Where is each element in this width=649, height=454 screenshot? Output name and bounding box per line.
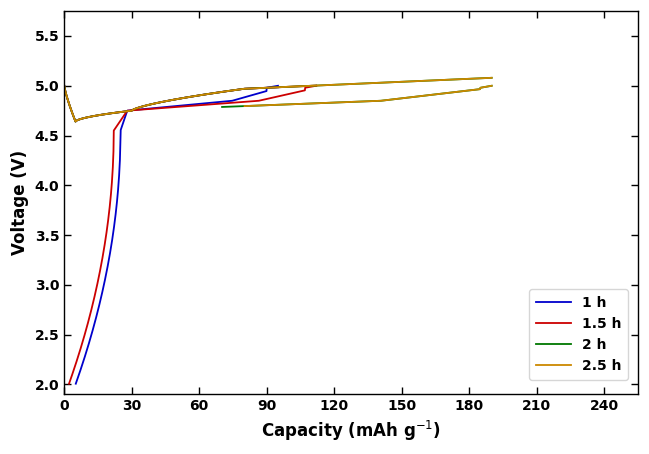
Line: 2.5 h: 2.5 h: [64, 78, 492, 122]
Y-axis label: Voltage (V): Voltage (V): [11, 150, 29, 255]
Line: 1.5 h: 1.5 h: [64, 85, 316, 121]
1 h: [60, 83, 68, 89]
2 h: [309, 83, 317, 89]
2.5 h: [488, 75, 496, 80]
2 h: [385, 79, 393, 85]
1.5 h: [60, 83, 68, 89]
2 h: [60, 83, 68, 89]
2 h: [71, 119, 79, 124]
1.5 h: [252, 85, 260, 91]
1.5 h: [312, 83, 320, 88]
1.5 h: [221, 89, 229, 94]
2.5 h: [385, 79, 393, 85]
1.5 h: [278, 84, 286, 90]
2 h: [333, 82, 341, 87]
Line: 2 h: 2 h: [64, 78, 492, 122]
1.5 h: [207, 91, 215, 96]
1.5 h: [72, 118, 80, 124]
Legend: 1 h, 1.5 h, 2 h, 2.5 h: 1 h, 1.5 h, 2 h, 2.5 h: [529, 289, 628, 380]
1 h: [245, 86, 252, 91]
1 h: [274, 84, 282, 90]
2.5 h: [429, 78, 437, 83]
1 h: [197, 93, 204, 98]
1 h: [71, 119, 79, 124]
2 h: [321, 83, 328, 88]
2.5 h: [60, 83, 68, 89]
2 h: [488, 75, 496, 80]
1 h: [185, 94, 193, 100]
2.5 h: [333, 82, 341, 87]
2.5 h: [71, 119, 79, 124]
1 h: [74, 117, 82, 123]
Line: 1 h: 1 h: [64, 86, 278, 122]
1 h: [190, 94, 198, 99]
X-axis label: Capacity (mAh g$^{-1}$): Capacity (mAh g$^{-1}$): [261, 419, 441, 443]
2.5 h: [321, 83, 328, 88]
1.5 h: [214, 90, 221, 95]
1 h: [223, 89, 230, 94]
1.5 h: [76, 117, 84, 122]
2.5 h: [309, 83, 317, 89]
2 h: [429, 78, 437, 83]
2.5 h: [87, 114, 95, 119]
2 h: [87, 114, 95, 119]
